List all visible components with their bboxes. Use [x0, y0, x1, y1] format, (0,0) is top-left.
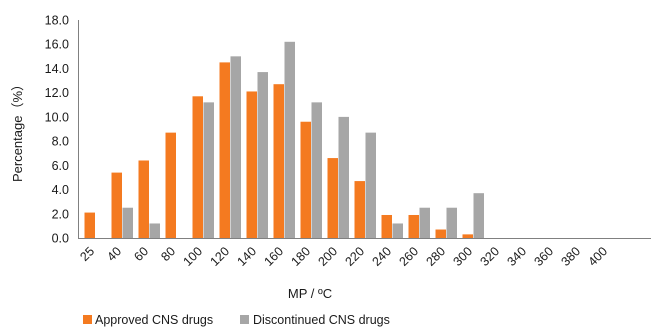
x-tick-label: 180 — [288, 244, 313, 269]
x-tick-label: 220 — [342, 244, 367, 269]
x-tick-label: 360 — [531, 244, 556, 269]
bar-approved-120 — [219, 62, 230, 238]
bar-approved-300 — [462, 234, 473, 238]
y-tick-label: 6.0 — [52, 159, 69, 173]
y-tick-labels: 0.0 2.0 4.0 6.0 8.0 10.0 12.0 14.0 16.0 18.0 — [45, 14, 69, 246]
legend-label-discontinued: Discontinued CNS drugs — [253, 313, 390, 327]
legend-label-approved: Approved CNS drugs — [95, 313, 213, 327]
y-tick-label: 16.0 — [45, 38, 69, 52]
x-axis-title: MP / ºC — [288, 286, 332, 301]
legend-swatch-approved — [83, 315, 92, 324]
y-tick-label: 10.0 — [45, 110, 69, 124]
x-tick-label: 160 — [261, 244, 286, 269]
y-tick-label: 12.0 — [45, 86, 69, 100]
x-tick-label: 200 — [315, 244, 340, 269]
y-tick-label: 8.0 — [52, 135, 69, 149]
bar-approved-260 — [408, 214, 419, 238]
x-tick-label: 40 — [104, 244, 124, 264]
y-tick-label: 18.0 — [45, 14, 69, 28]
bar-discontinued-100 — [203, 102, 214, 238]
y-tick-label: 14.0 — [45, 62, 69, 76]
legend: Approved CNS drugs Discontinued CNS drug… — [83, 313, 390, 327]
bar-discontinued-140 — [257, 72, 268, 238]
bar-approved-80 — [165, 132, 176, 238]
bar-approved-200 — [327, 158, 338, 238]
bar-discontinued-160 — [284, 41, 295, 238]
bar-approved-240 — [381, 214, 392, 238]
bar-discontinued-300 — [473, 193, 484, 238]
x-tick-label: 25 — [77, 244, 97, 264]
x-tick-labels: 25 40 60 80 100 120 140 160 180 200 220 240 260 280 30… — [77, 244, 610, 269]
x-tick-label: 260 — [396, 244, 421, 269]
bar-discontinued-240 — [392, 223, 403, 238]
bar-approved-100 — [192, 96, 203, 238]
x-tick-label: 240 — [369, 244, 394, 269]
bar-approved-60 — [138, 160, 149, 238]
axes-layer — [78, 20, 651, 239]
bar-discontinued-280 — [446, 207, 457, 238]
bar-discontinued-180 — [311, 102, 322, 238]
y-tick-label: 0.0 — [52, 232, 69, 246]
bar-approved-280 — [435, 229, 446, 238]
legend-swatch-discontinued — [240, 315, 249, 324]
bar-discontinued-120 — [230, 56, 241, 238]
bar-approved-160 — [273, 84, 284, 238]
bar-discontinued-40 — [122, 207, 133, 238]
x-tick-label: 120 — [207, 244, 232, 269]
bar-approved-25 — [84, 212, 95, 238]
x-tick-label: 60 — [131, 244, 151, 264]
x-tick-label: 140 — [234, 244, 259, 269]
x-tick-label: 280 — [423, 244, 448, 269]
bar-discontinued-60 — [149, 223, 160, 238]
x-tick-label: 80 — [158, 244, 178, 264]
x-tick-label: 380 — [558, 244, 583, 269]
x-tick-label: 400 — [585, 244, 610, 269]
bar-approved-220 — [354, 181, 365, 238]
x-tick-label: 300 — [450, 244, 475, 269]
bar-approved-140 — [246, 91, 257, 239]
bar-approved-180 — [300, 121, 311, 238]
x-tick-label: 100 — [180, 244, 205, 269]
bar-discontinued-260 — [419, 207, 430, 238]
y-axis-title: Percentage（%） — [10, 78, 25, 182]
bars-layer — [84, 41, 484, 239]
bar-approved-40 — [111, 172, 122, 238]
x-tick-label: 340 — [504, 244, 529, 269]
bar-discontinued-220 — [365, 132, 376, 238]
y-tick-label: 4.0 — [52, 183, 69, 197]
bar-discontinued-200 — [338, 116, 349, 238]
x-tick-label: 320 — [477, 244, 502, 269]
y-tick-label: 2.0 — [52, 207, 69, 221]
